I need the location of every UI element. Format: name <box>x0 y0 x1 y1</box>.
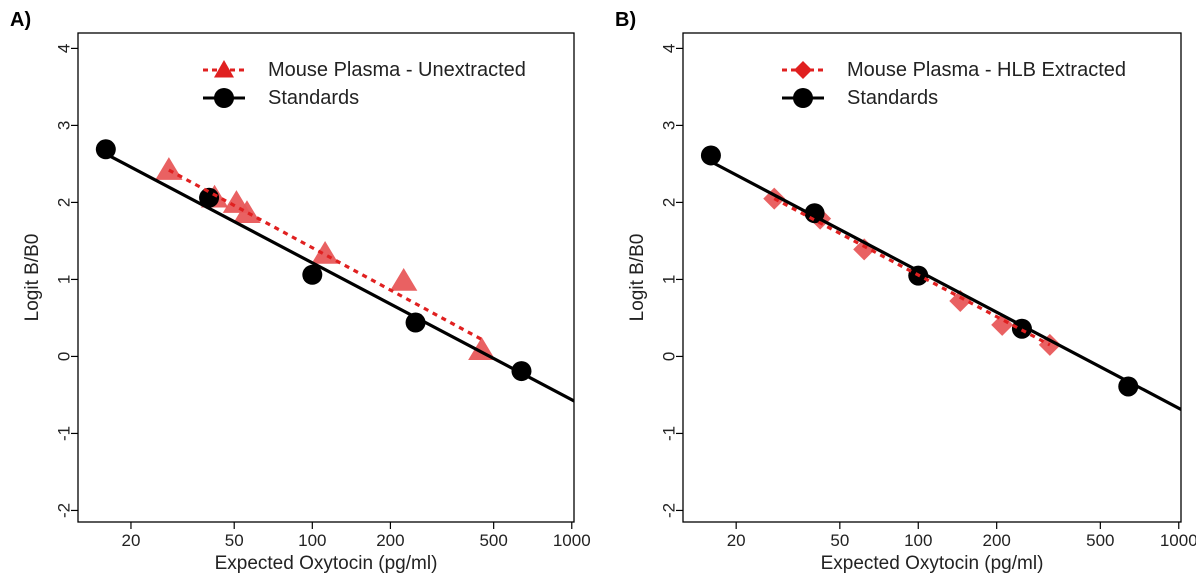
sample-point <box>390 267 418 291</box>
x-tick-label: 50 <box>830 531 849 550</box>
x-axis-title: Expected Oxytocin (pg/ml) <box>821 553 1044 574</box>
chart-panel-a: A) -2 -1 0 1 2 3 4 20 50 100 200 500 1000 Expected Oxy… <box>10 9 591 574</box>
sample-point <box>311 241 339 264</box>
legend-label: Standards <box>268 87 359 109</box>
standard-point <box>405 312 426 333</box>
legend-label: Mouse Plasma - HLB Extracted <box>847 59 1126 81</box>
y-axis-title: Logit B/B0 <box>627 234 648 322</box>
sample-point <box>233 200 261 223</box>
standards-fit-line <box>105 152 574 403</box>
legend-marker <box>794 61 812 79</box>
legend-marker <box>793 88 813 108</box>
x-tick-label: 100 <box>904 531 932 550</box>
plot-area <box>95 139 574 403</box>
panel-label: B) <box>615 9 636 31</box>
x-tick-label: 1000 <box>1160 531 1196 550</box>
x-tick-label: 500 <box>479 531 507 550</box>
y-tick-label: 1 <box>55 275 74 284</box>
sample-fit-line <box>773 197 1051 347</box>
plot-frame <box>77 32 575 523</box>
y-tick-label: -2 <box>55 503 74 518</box>
standard-point <box>700 145 721 166</box>
y-tick-label: -1 <box>660 426 679 441</box>
x-tick-label: 100 <box>298 531 326 550</box>
legend-marker <box>214 88 234 108</box>
panel-label: A) <box>10 9 31 31</box>
legend-label: Standards <box>847 87 938 109</box>
legend: Mouse Plasma - Unextracted Standards <box>203 59 526 109</box>
standards-fit-line <box>710 160 1181 412</box>
y-tick-label: -1 <box>55 426 74 441</box>
y-tick-label: 4 <box>55 44 74 53</box>
x-axis-title: Expected Oxytocin (pg/ml) <box>215 553 438 574</box>
x-tick-label: 20 <box>121 531 140 550</box>
standard-point <box>1118 376 1139 397</box>
x-tick-label: 50 <box>225 531 244 550</box>
x-tick-label: 500 <box>1086 531 1114 550</box>
standard-point <box>95 139 116 160</box>
y-tick-label: 3 <box>55 121 74 130</box>
y-tick-label: 0 <box>660 352 679 361</box>
sample-point <box>155 157 183 180</box>
plot-frame <box>682 32 1182 523</box>
y-tick-label: -2 <box>660 503 679 518</box>
x-tick-label: 200 <box>982 531 1010 550</box>
y-axis-title: Logit B/B0 <box>22 234 43 322</box>
y-tick-label: 0 <box>55 352 74 361</box>
legend-label: Mouse Plasma - Unextracted <box>268 59 526 81</box>
chart-panel-b: B) -2 -1 0 1 2 3 4 20 50 100 200 500 1000 Expected Oxy… <box>615 9 1196 574</box>
plot-area <box>700 145 1181 412</box>
y-tick-label: 2 <box>55 198 74 207</box>
legend: Mouse Plasma - HLB Extracted Standards <box>782 59 1126 109</box>
legend-marker <box>214 60 234 78</box>
sample-fit-line <box>168 168 483 341</box>
y-tick-label: 1 <box>660 275 679 284</box>
y-tick-label: 4 <box>660 44 679 53</box>
x-tick-label: 200 <box>376 531 404 550</box>
y-tick-label: 2 <box>660 198 679 207</box>
x-tick-label: 1000 <box>553 531 591 550</box>
standard-point <box>302 264 323 285</box>
x-tick-label: 20 <box>727 531 746 550</box>
y-tick-label: 3 <box>660 121 679 130</box>
